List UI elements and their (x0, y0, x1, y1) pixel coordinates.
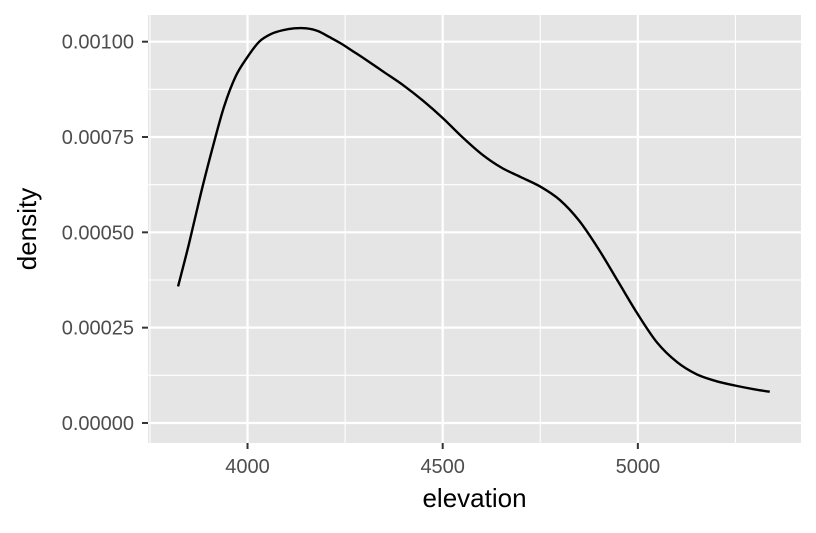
y-tick-label: 0.00100 (62, 32, 134, 54)
y-tick-label: 0.00000 (62, 413, 134, 435)
y-axis: 0.00000 0.00025 0.00050 0.00075 0.00100 (62, 32, 148, 435)
x-tick-label: 4500 (420, 456, 465, 478)
x-axis-title: elevation (422, 483, 526, 513)
plot-panel (148, 15, 801, 443)
x-axis: 4000 4500 5000 (225, 443, 660, 478)
y-tick-label: 0.00075 (62, 127, 134, 149)
series-layer (176, 26, 770, 393)
minor-gridlines (148, 15, 801, 443)
y-tick-label: 0.00050 (62, 222, 134, 244)
x-tick-label: 4000 (225, 456, 270, 478)
x-tick-label: 5000 (616, 456, 661, 478)
density-line (176, 26, 770, 393)
y-axis-title: density (12, 188, 42, 270)
major-gridlines (148, 15, 801, 443)
y-tick-label: 0.00025 (62, 318, 134, 340)
